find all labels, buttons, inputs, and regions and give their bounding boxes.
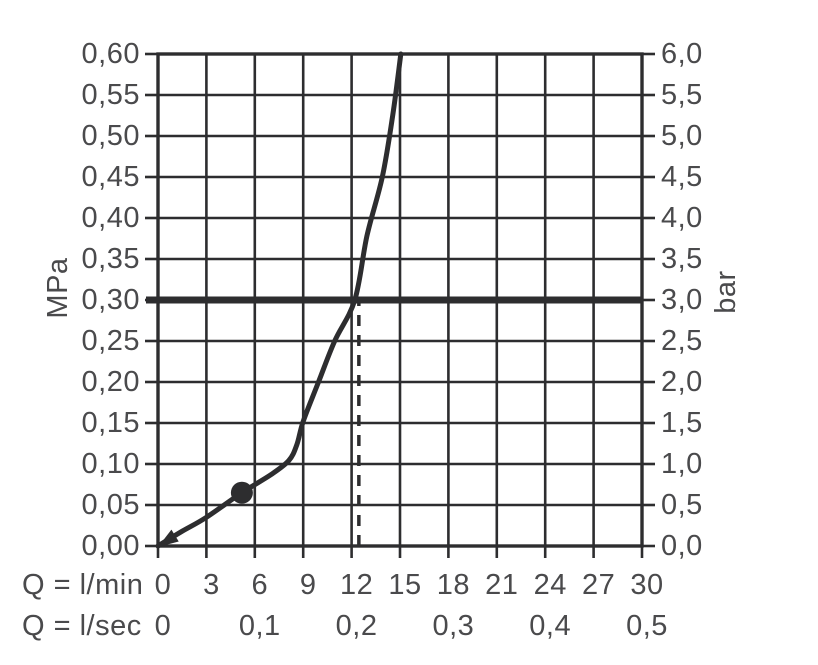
right-axis-tick-label: 2,5: [661, 325, 703, 357]
right-axis-tick-label: 3,5: [661, 243, 703, 275]
curve-origin-arrow: [158, 529, 179, 547]
tick-labels: 0,00 0,00,05 0,50,10 1,00,15 1,50,20 2,00,25 2…: [82, 38, 703, 642]
x-axis-lsec-tick-label: 0,3: [432, 610, 474, 642]
x-axis-lmin-tick-label: 18: [437, 569, 470, 601]
x-axis-lsec-tick-label: 0,2: [336, 610, 378, 642]
x-axis-lsec-tick-label: 0,4: [529, 610, 571, 642]
right-axis-tick-label: 0,5: [661, 489, 703, 521]
x-axis-lmin-tick-label: 0: [155, 569, 172, 601]
x-axis-lmin-tick-label: 12: [340, 569, 373, 601]
left-axis-tick-label: 0,15: [82, 407, 140, 439]
x-axis-lsec-unit-label: Q = l/sec: [22, 610, 142, 642]
left-axis-tick-label: 0,30: [82, 284, 140, 316]
x-axis-lsec-tick-label: 0,1: [239, 610, 281, 642]
left-axis-tick-label: 0,10: [82, 448, 140, 480]
x-axis-lmin-tick-label: 21: [485, 569, 518, 601]
left-axis-tick-label: 0,00: [82, 530, 140, 562]
left-axis-tick-label: 0,40: [82, 202, 140, 234]
x-axis-lmin-tick-label: 6: [251, 569, 268, 601]
right-axis-tick-label: 1,5: [661, 407, 703, 439]
left-axis-tick-label: 0,55: [82, 79, 140, 111]
right-axis-tick-label: 5,0: [661, 120, 703, 152]
right-axis-unit-label: bar: [710, 270, 742, 313]
left-axis-tick-label: 0,05: [82, 489, 140, 521]
left-axis-tick-label: 0,20: [82, 366, 140, 398]
flow-curve: [155, 51, 404, 549]
operating-point-marker: [230, 481, 253, 504]
right-axis-tick-label: 2,0: [661, 366, 703, 398]
left-axis-unit-label: MPa: [42, 257, 74, 319]
right-axis-tick-label: 4,0: [661, 202, 703, 234]
right-axis-tick-label: 4,5: [661, 161, 703, 193]
right-axis-tick-label: 5,5: [661, 79, 703, 111]
left-axis-tick-label: 0,50: [82, 120, 140, 152]
x-axis-lmin-tick-label: 15: [388, 569, 421, 601]
x-axis-lmin-tick-label: 24: [534, 569, 567, 601]
left-axis-tick-label: 0,25: [82, 325, 140, 357]
x-axis-lmin-tick-label: 3: [203, 569, 220, 601]
left-axis-tick-label: 0,45: [82, 161, 140, 193]
x-axis-lsec-tick-label: 0,5: [626, 610, 668, 642]
reference-lines: [146, 296, 642, 546]
left-axis-tick-label: 0,35: [82, 243, 140, 275]
right-axis-tick-label: 6,0: [661, 38, 703, 70]
x-axis-lmin-unit-label: Q = l/min: [22, 569, 143, 601]
right-axis-tick-label: 1,0: [661, 448, 703, 480]
right-axis-tick-label: 3,0: [661, 284, 703, 316]
x-axis-lmin-tick-label: 27: [582, 569, 615, 601]
x-axis-lmin-tick-label: 9: [300, 569, 317, 601]
x-axis-lsec-tick-label: 0: [155, 610, 172, 642]
x-axis-lmin-tick-label: 30: [630, 569, 663, 601]
left-axis-tick-label: 0,60: [82, 38, 140, 70]
right-axis-tick-label: 0,0: [661, 530, 703, 562]
data-series: [155, 51, 404, 549]
